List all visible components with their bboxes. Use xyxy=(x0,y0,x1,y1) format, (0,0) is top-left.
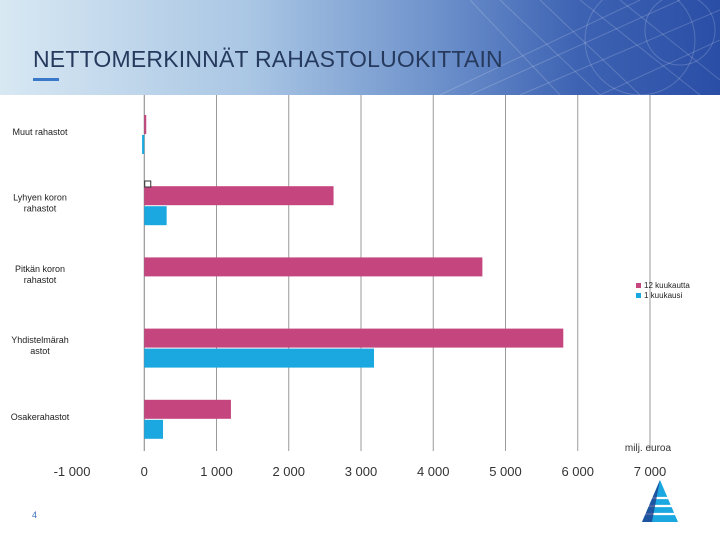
x-tick-label: 0 xyxy=(141,464,148,479)
x-tick-label: 7 000 xyxy=(634,464,667,479)
category-label: rahastot xyxy=(24,204,57,214)
bar-12m xyxy=(144,186,334,206)
slide-title: NETTOMERKINNÄT RAHASTOLUOKITTAIN xyxy=(33,46,503,72)
header-banner: NETTOMERKINNÄT RAHASTOLUOKITTAIN xyxy=(0,0,720,95)
category-label: Lyhyen koron xyxy=(13,193,67,203)
logo-icon xyxy=(642,480,678,522)
x-tick-labels: -1 000 0 1 000 2 000 3 000 4 000 5 000 6 000 7 0… xyxy=(54,464,667,479)
unit-label: milj. euroa xyxy=(625,443,672,454)
page-number: 4 xyxy=(32,510,38,520)
category-label: Osakerahastot xyxy=(11,412,70,422)
legend-swatch xyxy=(636,293,641,298)
bar-12m xyxy=(144,115,147,134)
category-label: astot xyxy=(30,346,50,356)
category-label: rahastot xyxy=(24,275,57,285)
legend-label: 12 kuukautta xyxy=(644,281,690,290)
bar-12m xyxy=(144,328,564,348)
bar-1m xyxy=(144,348,375,368)
bar-12m xyxy=(144,257,483,277)
x-tick-label: 2 000 xyxy=(272,464,305,479)
bar-12m xyxy=(144,399,231,419)
x-tick-label: 1 000 xyxy=(200,464,233,479)
x-tick-label: 3 000 xyxy=(345,464,378,479)
x-tick-label: 5 000 xyxy=(489,464,522,479)
x-tick-label: -1 000 xyxy=(54,464,91,479)
legend-swatch xyxy=(636,283,641,288)
category-label: Muut rahastot xyxy=(12,127,68,137)
title-underline xyxy=(33,78,59,81)
x-tick-label: 4 000 xyxy=(417,464,450,479)
bar-1m xyxy=(142,135,145,154)
bar-1m xyxy=(144,206,167,226)
x-tick-label: 6 000 xyxy=(561,464,594,479)
category-label: Yhdistelmärah xyxy=(11,335,69,345)
category-label: Pitkän koron xyxy=(15,264,65,274)
bar-1m xyxy=(144,419,164,439)
chart-bars xyxy=(142,115,564,439)
legend-label: 1 kuukausi xyxy=(644,291,682,300)
header-pattern xyxy=(439,0,720,95)
marker-box xyxy=(144,180,152,188)
